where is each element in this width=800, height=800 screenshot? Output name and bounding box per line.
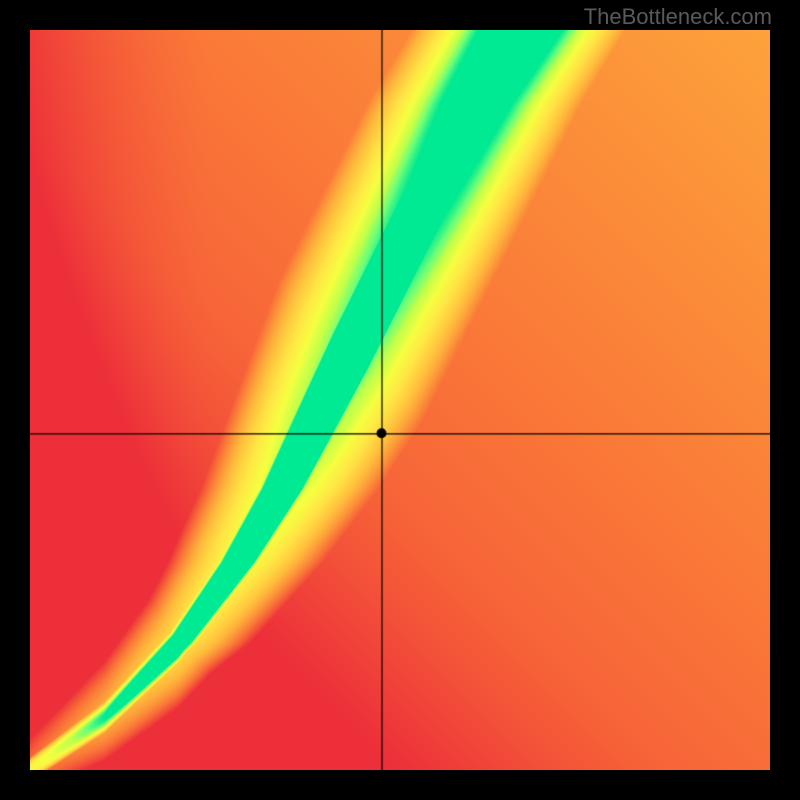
plot-area bbox=[30, 30, 770, 770]
watermark-text: TheBottleneck.com bbox=[584, 4, 772, 30]
heatmap-canvas bbox=[30, 30, 770, 770]
